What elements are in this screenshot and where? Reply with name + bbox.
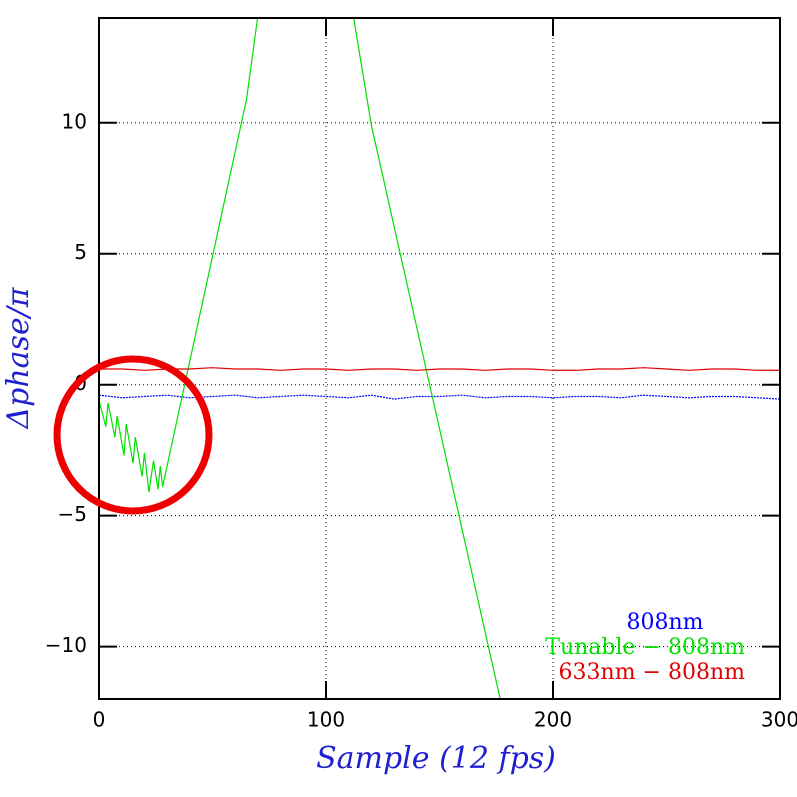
y-tick-label: 10 xyxy=(62,109,87,133)
legend-entry: 633nm − 808nm xyxy=(559,660,746,685)
plot-frame xyxy=(98,17,781,700)
y-tick-label: −5 xyxy=(58,502,87,526)
series-line xyxy=(99,18,501,699)
x-tick-label: 100 xyxy=(307,708,345,732)
highlight-circle xyxy=(53,355,213,515)
x-tick-label: 0 xyxy=(93,708,106,732)
y-tick-label: −10 xyxy=(45,633,87,657)
y-tick-label: 5 xyxy=(74,240,87,264)
legend-entry: Tunable − 808nm xyxy=(545,635,745,660)
x-tick-label: 300 xyxy=(761,708,797,732)
y-axis-label: Δphase/π xyxy=(1,286,36,429)
grid xyxy=(98,18,781,699)
plot-lines xyxy=(99,18,780,699)
series-line xyxy=(99,367,780,371)
legend-entry: 808nm xyxy=(626,610,703,635)
x-axis-label: Sample (12 fps) xyxy=(316,741,556,776)
x-tick-label: 200 xyxy=(534,708,572,732)
